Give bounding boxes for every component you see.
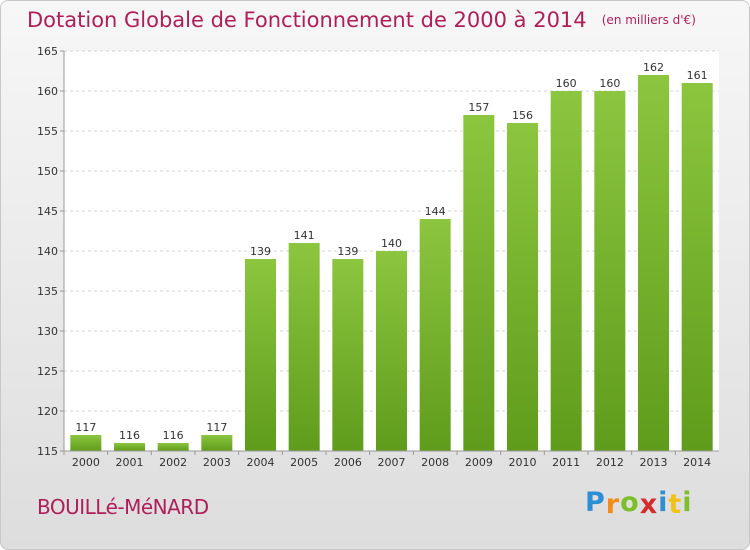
x-tick-label-2010: 2010 xyxy=(509,456,537,469)
x-tick-label-2004: 2004 xyxy=(247,456,275,469)
y-tick-label: 130 xyxy=(37,325,58,338)
logo-letter: i xyxy=(658,487,669,518)
y-tick-label: 165 xyxy=(37,45,58,58)
logo-letter: t xyxy=(668,489,683,520)
bar-2005 xyxy=(288,243,320,451)
y-tick-label: 135 xyxy=(37,285,58,298)
x-tick-label-2003: 2003 xyxy=(203,456,231,469)
y-tick-label: 140 xyxy=(37,245,58,258)
value-label-2008: 144 xyxy=(425,205,446,218)
value-label-2003: 117 xyxy=(206,421,227,434)
bar-2014 xyxy=(681,83,713,451)
x-tick-label-2002: 2002 xyxy=(159,456,187,469)
value-label-2005: 141 xyxy=(294,229,315,242)
x-tick-label-2000: 2000 xyxy=(72,456,100,469)
chart-title-block: Dotation Globale de Fonctionnement de 20… xyxy=(27,8,696,32)
bar-2011 xyxy=(550,91,582,451)
y-tick-label: 160 xyxy=(37,85,58,98)
value-label-2009: 157 xyxy=(468,101,489,114)
x-tick-label-2012: 2012 xyxy=(596,456,624,469)
x-tick-label-2007: 2007 xyxy=(378,456,406,469)
value-label-2001: 116 xyxy=(119,429,140,442)
y-tick-label: 145 xyxy=(37,205,58,218)
value-label-2006: 139 xyxy=(337,245,358,258)
proxiti-logo: Proxiti xyxy=(585,487,693,520)
x-tick-label-2008: 2008 xyxy=(421,456,449,469)
y-tick-label: 115 xyxy=(37,445,58,458)
y-axis-tick-labels: 115 120 125 130 135 140 145 150 155 160 165 xyxy=(37,45,58,458)
bar-2013 xyxy=(638,75,669,451)
y-tick-label: 125 xyxy=(37,365,58,378)
bar-2012 xyxy=(594,91,626,451)
commune-name: BOUILLé-MéNARD xyxy=(37,495,209,519)
bar-2001 xyxy=(114,443,145,451)
x-tick-label-2001: 2001 xyxy=(116,456,144,469)
bar-2000 xyxy=(70,435,102,451)
bar-2008 xyxy=(419,219,451,451)
x-tick-label-2013: 2013 xyxy=(640,456,668,469)
value-label-2004: 139 xyxy=(250,245,271,258)
logo-letter: r xyxy=(605,489,621,520)
x-tick-label-2006: 2006 xyxy=(334,456,362,469)
y-tick-label: 155 xyxy=(37,125,58,138)
value-label-2012: 160 xyxy=(599,77,620,90)
y-tick-label: 120 xyxy=(37,405,58,418)
y-tick-label: 150 xyxy=(37,165,58,178)
bar-2003 xyxy=(201,435,233,451)
bar-2009 xyxy=(463,115,495,451)
value-label-2002: 116 xyxy=(163,429,184,442)
logo-letter: x xyxy=(639,489,659,520)
x-axis-tick-labels: 2000 2001 2002 2003 2004 2005 2006 2007 2008 2009… xyxy=(63,451,711,469)
logo-letter: i xyxy=(682,487,693,518)
bar-2010 xyxy=(507,123,538,451)
logo-letter: o xyxy=(620,487,640,518)
bar-2004 xyxy=(245,259,276,451)
x-tick-label-2009: 2009 xyxy=(465,456,493,469)
value-label-2014: 161 xyxy=(687,69,708,82)
chart-title: Dotation Globale de Fonctionnement de 20… xyxy=(27,8,587,32)
bar-2007 xyxy=(376,251,407,451)
unit-note: (en milliers d'€) xyxy=(601,13,696,27)
value-label-2013: 162 xyxy=(643,61,664,74)
value-label-2010: 156 xyxy=(512,109,533,122)
logo-letter: P xyxy=(585,487,606,518)
x-tick-label-2014: 2014 xyxy=(683,456,711,469)
value-label-2011: 160 xyxy=(556,77,577,90)
x-tick-label-2011: 2011 xyxy=(552,456,580,469)
bar-2006 xyxy=(332,259,364,451)
x-tick-label-2005: 2005 xyxy=(290,456,318,469)
value-label-2007: 140 xyxy=(381,237,402,250)
bar-2002 xyxy=(157,443,189,451)
bars: 117 116 116 117 139 141 139 140 144 157 156 160 160 1… xyxy=(70,61,713,451)
value-label-2000: 117 xyxy=(75,421,96,434)
